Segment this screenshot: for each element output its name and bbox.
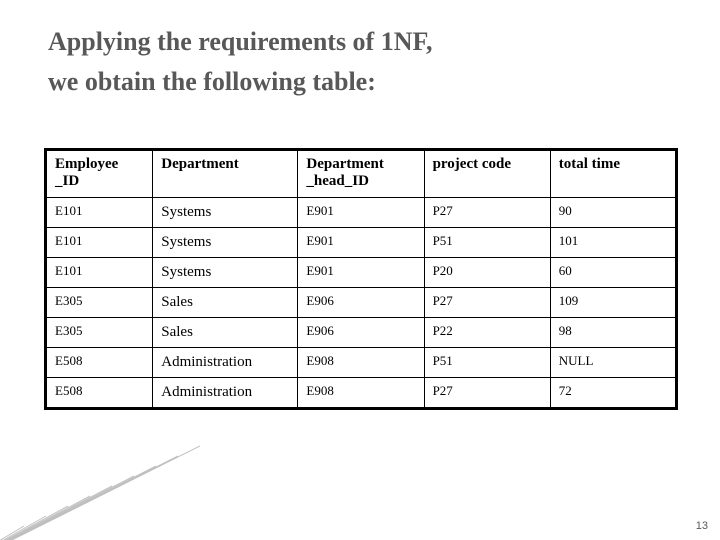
cell-head_id: E906: [298, 317, 424, 347]
table-row: E101SystemsE901P2790: [46, 197, 677, 227]
table-head: Employee _IDDepartmentDepartment _head_I…: [46, 150, 677, 198]
table-row: E305SalesE906P27109: [46, 287, 677, 317]
cell-time: 109: [550, 287, 676, 317]
cell-dept: Sales: [153, 287, 298, 317]
col-header-dept: Department: [153, 150, 298, 198]
cell-proj: P27: [424, 197, 550, 227]
col-header-proj: project code: [424, 150, 550, 198]
heading-line-2: we obtain the following table:: [48, 67, 376, 96]
cell-emp_id: E101: [46, 227, 153, 257]
cell-time: 72: [550, 377, 676, 408]
cell-dept: Sales: [153, 317, 298, 347]
cell-dept: Administration: [153, 377, 298, 408]
cell-proj: P51: [424, 227, 550, 257]
table-row: E101SystemsE901P2060: [46, 257, 677, 287]
cell-time: NULL: [550, 347, 676, 377]
nf-table: Employee _IDDepartmentDepartment _head_I…: [44, 148, 678, 410]
col-header-time: total time: [550, 150, 676, 198]
cell-time: 101: [550, 227, 676, 257]
cell-dept: Systems: [153, 197, 298, 227]
table-row: E508AdministrationE908P2772: [46, 377, 677, 408]
cell-dept: Systems: [153, 227, 298, 257]
cell-head_id: E908: [298, 347, 424, 377]
table-row: E101SystemsE901P51101: [46, 227, 677, 257]
cell-emp_id: E101: [46, 197, 153, 227]
cell-head_id: E901: [298, 197, 424, 227]
col-header-emp_id: Employee _ID: [46, 150, 153, 198]
cell-dept: Systems: [153, 257, 298, 287]
corner-decoration: [0, 436, 200, 540]
cell-emp_id: E101: [46, 257, 153, 287]
cell-emp_id: E508: [46, 347, 153, 377]
cell-proj: P20: [424, 257, 550, 287]
cell-proj: P27: [424, 287, 550, 317]
cell-time: 60: [550, 257, 676, 287]
cell-head_id: E901: [298, 227, 424, 257]
table-body: E101SystemsE901P2790E101SystemsE901P5110…: [46, 197, 677, 408]
cell-emp_id: E305: [46, 287, 153, 317]
col-header-head_id: Department _head_ID: [298, 150, 424, 198]
cell-proj: P27: [424, 377, 550, 408]
table-header-row: Employee _IDDepartmentDepartment _head_I…: [46, 150, 677, 198]
cell-emp_id: E305: [46, 317, 153, 347]
cell-head_id: E906: [298, 287, 424, 317]
cell-head_id: E908: [298, 377, 424, 408]
cell-emp_id: E508: [46, 377, 153, 408]
cell-time: 90: [550, 197, 676, 227]
cell-time: 98: [550, 317, 676, 347]
slide-heading: Applying the requirements of 1NF, we obt…: [48, 22, 668, 103]
table-row: E508AdministrationE908P51NULL: [46, 347, 677, 377]
page-number: 13: [696, 520, 708, 532]
heading-line-1: Applying the requirements of 1NF,: [48, 27, 433, 56]
cell-proj: P51: [424, 347, 550, 377]
table-container: Employee _IDDepartmentDepartment _head_I…: [44, 148, 678, 410]
cell-head_id: E901: [298, 257, 424, 287]
table-row: E305SalesE906P2298: [46, 317, 677, 347]
cell-dept: Administration: [153, 347, 298, 377]
slide: Applying the requirements of 1NF, we obt…: [0, 0, 720, 540]
cell-proj: P22: [424, 317, 550, 347]
